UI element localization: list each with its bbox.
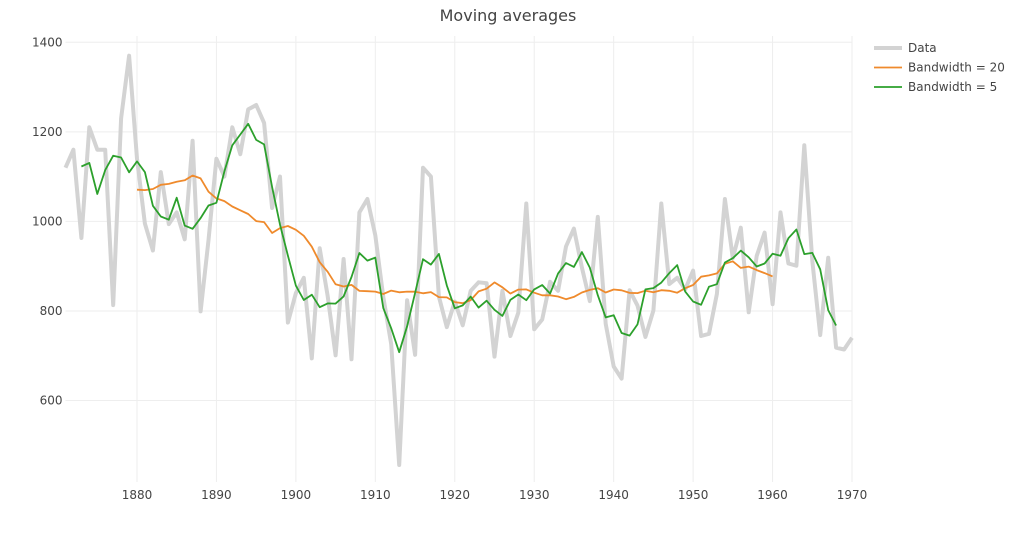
series-line-1	[136, 174, 773, 305]
y-tick-label: 1200	[32, 125, 63, 139]
x-tick-label: 1880	[122, 488, 153, 502]
y-tick-label: 800	[40, 304, 63, 318]
y-tick-label: 600	[40, 394, 63, 408]
chart-title: Moving averages	[439, 6, 577, 25]
x-tick-label: 1890	[201, 488, 232, 502]
x-tick-label: 1900	[281, 488, 312, 502]
legend-label: Bandwidth = 5	[908, 80, 997, 94]
x-tick-label: 1930	[519, 488, 550, 502]
series-line-2	[81, 122, 837, 354]
x-tick-label: 1950	[678, 488, 709, 502]
x-tick-label: 1940	[598, 488, 629, 502]
series-line-0	[63, 53, 854, 467]
legend-label: Bandwidth = 20	[908, 61, 1005, 75]
x-tick-label: 1960	[757, 488, 788, 502]
x-tick-label: 1920	[440, 488, 471, 502]
y-tick-label: 1400	[32, 35, 63, 49]
legend-label: Data	[908, 41, 937, 55]
x-tick-label: 1970	[837, 488, 868, 502]
x-tick-label: 1910	[360, 488, 391, 502]
y-tick-label: 1000	[32, 214, 63, 228]
